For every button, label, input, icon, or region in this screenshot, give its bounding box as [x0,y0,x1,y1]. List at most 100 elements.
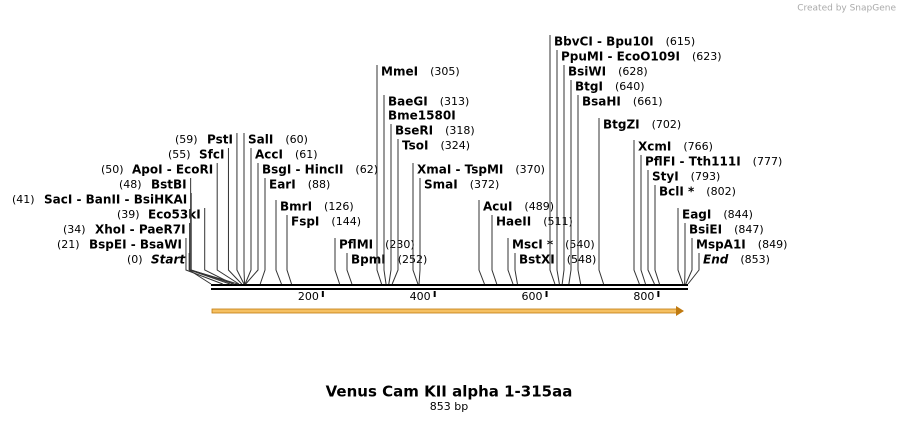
site-position: (615) [666,35,696,48]
enzyme-name: EagI [682,208,711,222]
enzyme-name: Eco53kI [148,208,201,222]
enzyme-name: BsiWI [568,65,606,79]
site-position: (144) [331,215,361,228]
feature-arrow [211,308,679,314]
site-position: (844) [723,208,753,221]
site-position: (640) [615,80,645,93]
site-position: (777) [753,155,783,168]
enzyme-name: BseRI [395,124,433,138]
site-position: (511) [543,215,573,228]
cut-line [244,148,252,285]
enzyme-name: SalI [248,133,273,147]
enzyme-name: SmaI [424,178,458,192]
cut-line [556,50,560,285]
enzyme-name: PflFI - Tth111I [645,155,741,169]
ruler-label: 200 [298,290,319,303]
enzyme-name: MspA1I [696,238,746,252]
cut-line [216,163,240,285]
enzyme-name: BtgZI [603,118,640,132]
cut-line [334,238,341,285]
site-position: (847) [734,223,764,236]
site-position: (48) [119,178,142,191]
enzyme-name: MmeI [381,65,418,79]
cut-line [412,163,419,285]
enzyme-name: HaeII [496,215,531,229]
cut-line [549,35,556,285]
enzyme-name: FspI [291,215,319,229]
site-position: (766) [683,140,713,153]
enzyme-name: PpuMI - EcoO109I [561,50,680,64]
enzyme-name: End [703,253,729,267]
cut-line [598,118,605,285]
enzyme-name: BsaHI [582,95,621,109]
cut-line [514,253,518,285]
site-position: (540) [565,238,595,251]
site-position: (370) [515,163,545,176]
enzyme-name: ApoI - EcoRI [132,163,213,177]
enzyme-name: StyI [652,170,679,184]
site-position: (305) [430,65,460,78]
cut-line [190,178,238,285]
cut-line [243,133,246,285]
enzyme-name: BstBI [151,178,187,192]
site-position: (702) [652,118,682,131]
enzyme-name: Start [151,253,186,267]
enzyme-name: BsgI - HincII [262,163,343,177]
site-position: (313) [440,95,470,108]
enzyme-name: MscI * [512,238,554,252]
cut-line [185,238,223,285]
site-position: (372) [470,178,500,191]
cut-line [259,178,266,285]
site-position: (61) [295,148,318,161]
cut-line [245,163,259,285]
site-position: (126) [324,200,354,213]
cut-line [633,140,640,285]
enzyme-name: BbvCI - Bpu10I [554,35,654,49]
title: Venus Cam KII alpha 1-315aa [326,383,573,401]
enzyme-name: BsiEI [689,223,722,237]
ruler-label: 400 [410,290,431,303]
site-position: (853) [740,253,770,266]
cut-line [647,170,655,285]
feature-arrow-head [676,306,684,316]
enzyme-name: BtgI [575,80,603,94]
enzyme-name: BaeGI [388,95,428,109]
site-position: (318) [445,124,475,137]
enzyme-name: XmaI - TspMI [417,163,503,177]
enzyme-name: TsoI [402,139,428,153]
cut-line [286,215,293,285]
cut-line [236,133,245,285]
ruler-label: 600 [522,290,543,303]
cut-line [227,148,243,285]
site-position: (62) [355,163,378,176]
site-position: (0) [127,253,143,266]
cut-line [275,200,282,285]
subtitle: 853 bp [430,400,468,413]
site-position: (60) [285,133,308,146]
site-position: (324) [440,139,470,152]
cut-line [561,65,565,285]
cut-line [640,155,646,285]
enzyme-name: SacI - BanII - BsiHKAI [44,193,187,207]
cut-line [687,253,700,285]
site-position: (623) [692,50,722,63]
cut-line [346,253,353,285]
enzyme-name: BpmI [351,253,386,267]
site-position: (793) [691,170,721,183]
ruler-label: 800 [633,290,654,303]
cut-line [677,208,684,285]
site-position: (628) [618,65,648,78]
watermark: Created by SnapGene [797,4,896,14]
cut-line [188,253,212,285]
cut-line [376,65,383,285]
enzyme-name: EarI [269,178,296,192]
cut-line [568,80,572,285]
enzyme-name: AccI [255,148,283,162]
site-position: (55) [168,148,191,161]
site-position: (50) [101,163,124,176]
enzyme-name: PstI [207,133,233,147]
enzyme-name: BspEI - BsaWI [89,238,182,252]
site-position: (230) [385,238,415,251]
cut-line [478,200,485,285]
